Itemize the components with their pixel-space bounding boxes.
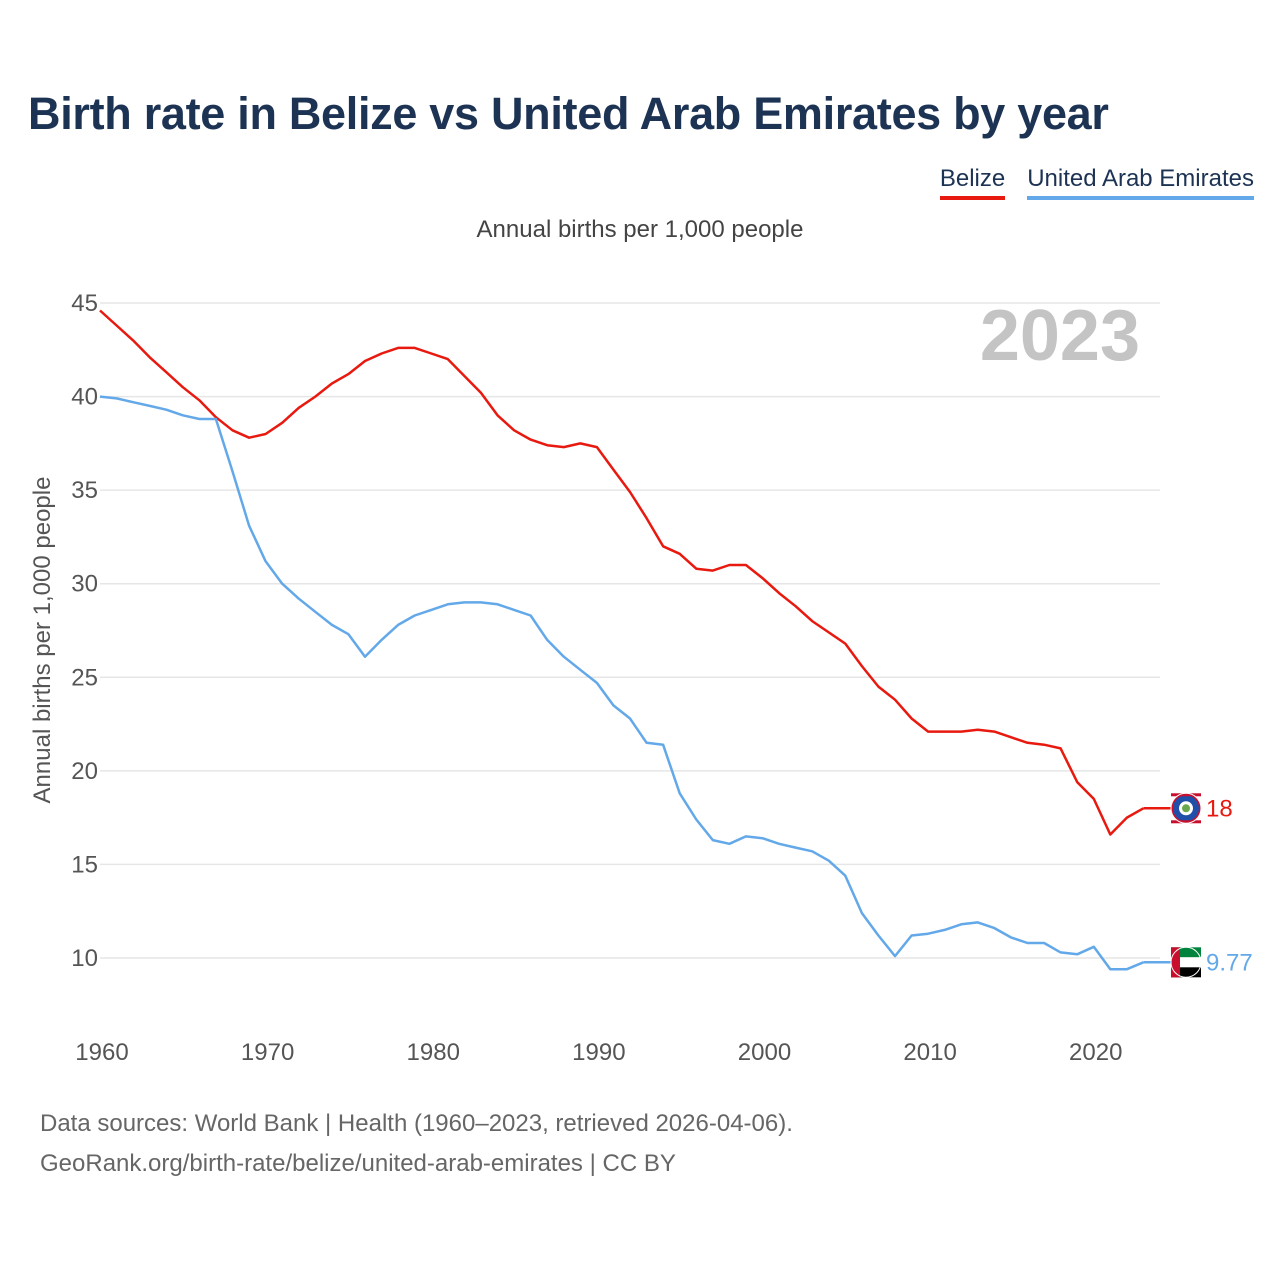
legend-item-belize[interactable]: Belize	[939, 164, 1006, 200]
y-tick-label-40: 40	[71, 384, 98, 411]
y-axis-ticks: 10 15 20 25 30 35 40 45	[71, 290, 98, 972]
grid-lines	[100, 302, 1160, 959]
x-tick-label-1990: 1990	[572, 1039, 625, 1066]
flag-belize-stripe-bottom	[1171, 820, 1201, 824]
y-tick-label-30: 30	[71, 571, 98, 598]
flag-uae-white	[1171, 957, 1201, 968]
year-overlay: 2023	[980, 296, 1140, 376]
end-markers: 189.77	[1143, 792, 1253, 978]
flag-outline-belize	[1170, 792, 1202, 824]
flag-belize-stripe-top	[1171, 793, 1201, 797]
x-axis-ticks: 1960 1970 1980 1990 2000 2010 2020	[75, 1039, 1122, 1066]
x-tick-label-2010: 2010	[903, 1039, 956, 1066]
x-tick-label-2020: 2020	[1069, 1039, 1122, 1066]
y-tick-label-10: 10	[71, 945, 98, 972]
series-line-belize	[99, 309, 1145, 836]
x-tick-label-1970: 1970	[241, 1039, 294, 1066]
end-value-label-uae: 9.77	[1206, 949, 1253, 976]
uae-flag-icon	[1170, 946, 1202, 978]
flag-uae-green	[1171, 947, 1201, 958]
y-axis-label: Annual births per 1,000 people	[29, 477, 56, 804]
y-tick-label-20: 20	[71, 758, 98, 785]
footer-sources: Data sources: World Bank | Health (1960–…	[40, 1110, 793, 1137]
series-lines	[99, 309, 1145, 971]
x-tick-label-1960: 1960	[75, 1039, 128, 1066]
y-tick-label-35: 35	[71, 477, 98, 504]
footer-url[interactable]: GeoRank.org/birth-rate/belize/united-ara…	[40, 1150, 676, 1177]
y-tick-label-25: 25	[71, 664, 98, 691]
y-tick-label-15: 15	[71, 851, 98, 878]
flag-outline-uae	[1170, 946, 1202, 978]
footer: Data sources: World Bank | Health (1960–…	[40, 1104, 793, 1184]
x-tick-label-1980: 1980	[407, 1039, 460, 1066]
flag-belize-emblem-center	[1182, 804, 1190, 813]
flag-uae-red	[1171, 947, 1180, 978]
series-line-uae	[99, 395, 1144, 971]
belize-flag-icon	[1170, 792, 1202, 824]
legend: Belize United Arab Emirates	[939, 164, 1254, 200]
end-value-label-belize: 18	[1206, 795, 1233, 822]
chart-title: Birth rate in Belize vs United Arab Emir…	[28, 88, 1109, 139]
chart-subtitle: Annual births per 1,000 people	[476, 216, 804, 243]
flag-uae-black	[1171, 967, 1201, 978]
x-tick-label-2000: 2000	[738, 1039, 791, 1066]
y-tick-label-45: 45	[71, 290, 98, 317]
legend-item-uae[interactable]: United Arab Emirates	[1027, 164, 1254, 200]
